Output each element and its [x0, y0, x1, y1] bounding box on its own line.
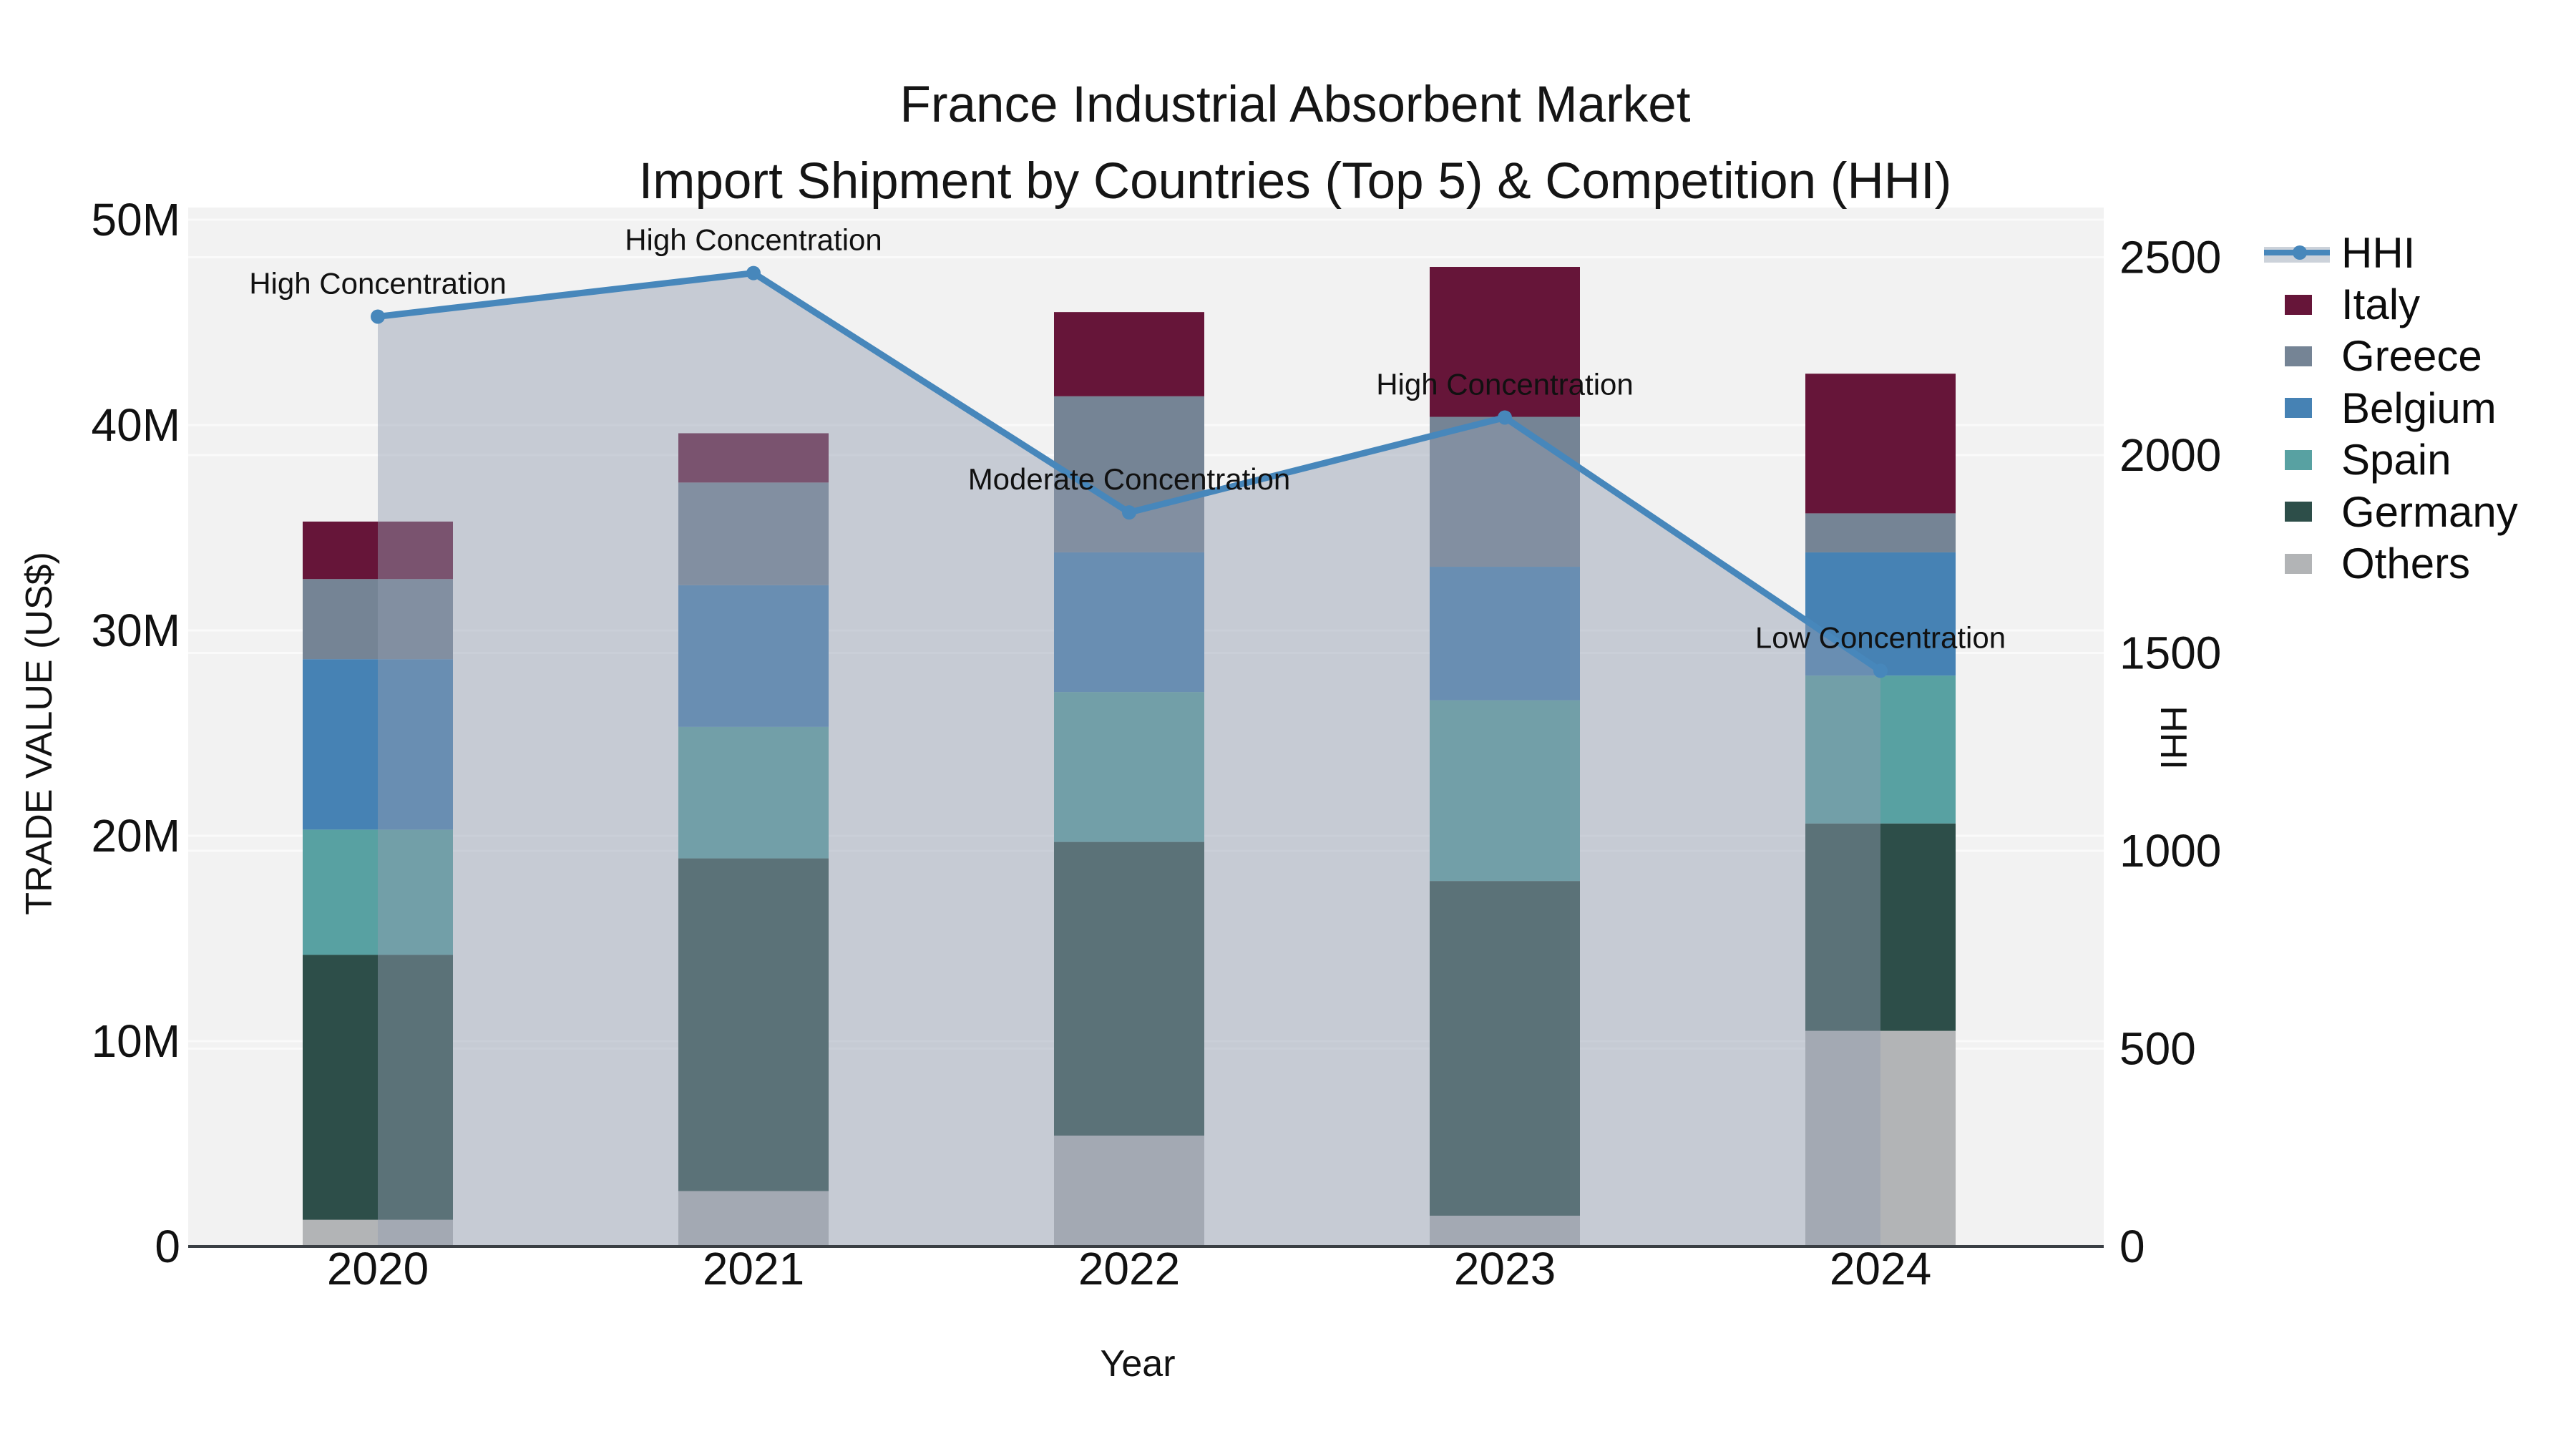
bar-segment-2021-italy — [678, 433, 829, 483]
bar-segment-2022-greece — [1054, 396, 1204, 552]
hhi-annotations: High Concentration High Concentration Mode… — [249, 223, 2006, 655]
tick-labels: 0 10M 20M 30M 40M 50M 0 500 1000 1500 2000 2500 2020… — [92, 194, 2222, 1294]
y-right-tick-0: 0 — [2119, 1221, 2145, 1272]
annotation-2024: Low Concentration — [1755, 620, 2006, 654]
legend-item-italy: Italy — [2261, 278, 2518, 330]
x-tick-2020: 2020 — [327, 1243, 429, 1294]
belgium-swatch-icon — [2261, 382, 2333, 434]
legend-label-hhi: HHI — [2341, 228, 2416, 277]
bar-segment-2023-greece — [1430, 416, 1580, 567]
hhi-marker-2022 — [1122, 505, 1136, 520]
bar-segment-2024-germany — [1805, 823, 1956, 1031]
legend-label-italy: Italy — [2341, 280, 2421, 329]
bar-segment-2023-belgium — [1430, 567, 1580, 701]
bar-segment-2023-spain — [1430, 700, 1580, 882]
y-left-tick-30M: 30M — [92, 605, 181, 656]
hhi-marker-2021 — [746, 265, 761, 280]
y-left-tick-50M: 50M — [92, 194, 181, 245]
bar-segment-2022-germany — [1054, 841, 1204, 1136]
bar-segment-2022-belgium — [1054, 552, 1204, 693]
color-swatch — [2285, 294, 2312, 315]
hhi-marker-2020 — [371, 309, 385, 324]
annotation-2021: High Concentration — [625, 223, 882, 257]
legend-item-others: Others — [2261, 537, 2518, 589]
bar-segment-2024-greece — [1805, 513, 1956, 552]
bar-segment-2020-germany — [303, 955, 453, 1220]
legend-label-spain: Spain — [2341, 436, 2451, 484]
others-swatch-icon — [2261, 538, 2333, 590]
bar-segment-2023-others — [1430, 1215, 1580, 1246]
x-tick-2024: 2024 — [1830, 1243, 1931, 1294]
bar-segment-2022-italy — [1054, 312, 1204, 396]
x-axis-title: Year — [1100, 1343, 1176, 1385]
bar-segment-2021-germany — [678, 858, 829, 1191]
legend-label-belgium: Belgium — [2341, 384, 2497, 432]
legend-label-greece: Greece — [2341, 332, 2482, 381]
bar-segment-2020-italy — [303, 521, 453, 580]
legend-item-belgium: Belgium — [2261, 382, 2518, 434]
y-right-tick-1000: 1000 — [2119, 825, 2221, 877]
bar-segment-2021-greece — [678, 482, 829, 585]
color-swatch — [2285, 346, 2312, 366]
color-swatch — [2285, 553, 2312, 574]
annotation-2023: High Concentration — [1376, 367, 1634, 401]
legend-item-germany: Germany — [2261, 486, 2518, 537]
bar-segment-2023-italy — [1430, 267, 1580, 417]
legend-label-germany: Germany — [2341, 487, 2518, 536]
bar-segment-2020-others — [303, 1219, 453, 1246]
y-right-tick-2000: 2000 — [2119, 429, 2221, 481]
y-left-tick-40M: 40M — [92, 399, 181, 451]
annotation-2022: Moderate Concentration — [968, 462, 1291, 496]
bar-segment-2024-others — [1805, 1030, 1956, 1246]
bar-segment-2024-spain — [1805, 675, 1956, 824]
hhi-line-icon — [2261, 227, 2333, 278]
hhi-area-fill — [378, 273, 1880, 1246]
y-left-tick-10M: 10M — [92, 1015, 181, 1067]
bar-segment-2020-belgium — [303, 659, 453, 830]
hhi-marker-dot-icon — [2293, 245, 2307, 260]
italy-swatch-icon — [2261, 279, 2333, 331]
bar-segment-2020-spain — [303, 829, 453, 955]
x-tick-2021: 2021 — [703, 1243, 804, 1294]
legend-item-hhi: HHI — [2261, 227, 2518, 278]
y-axis-title-left: TRADE VALUE (US$) — [19, 552, 60, 915]
chart-title-line2: Import Shipment by Countries (Top 5) & C… — [638, 153, 1952, 210]
hhi-marker-2024 — [1873, 663, 1888, 678]
color-swatch — [2285, 502, 2312, 522]
bar-segment-2024-italy — [1805, 374, 1956, 514]
color-swatch — [2285, 449, 2312, 470]
y-axis-title-right: HHI — [2152, 706, 2194, 770]
legend-item-spain: Spain — [2261, 434, 2518, 486]
hhi-marker-2023 — [1498, 410, 1512, 425]
legend-item-greece: Greece — [2261, 331, 2518, 382]
y-right-tick-2500: 2500 — [2119, 232, 2221, 283]
chart-title-line1: France Industrial Absorbent Market — [899, 77, 1691, 133]
y-left-tick-0: 0 — [155, 1221, 180, 1272]
y-left-tick-20M: 20M — [92, 810, 181, 862]
x-tick-2023: 2023 — [1454, 1243, 1556, 1294]
bar-segment-2022-others — [1054, 1136, 1204, 1246]
bar-segment-2020-greece — [303, 579, 453, 660]
y-right-tick-500: 500 — [2119, 1023, 2196, 1075]
y-right-tick-1500: 1500 — [2119, 628, 2221, 679]
legend-label-others: Others — [2341, 540, 2471, 588]
bar-segment-2022-spain — [1054, 692, 1204, 842]
bar-segment-2023-germany — [1430, 881, 1580, 1216]
greece-swatch-icon — [2261, 331, 2333, 382]
bar-segment-2021-others — [678, 1191, 829, 1246]
bar-segment-2021-belgium — [678, 585, 829, 727]
germany-swatch-icon — [2261, 486, 2333, 537]
bars-group — [303, 267, 1956, 1246]
legend: HHI Italy Greece Belgium Spain Germany O… — [2261, 227, 2518, 590]
color-swatch — [2285, 398, 2312, 419]
bar-segment-2021-spain — [678, 726, 829, 859]
bar-segment-2024-belgium — [1805, 552, 1956, 676]
annotation-2020: High Concentration — [249, 266, 507, 300]
x-tick-2022: 2022 — [1078, 1243, 1180, 1294]
spain-swatch-icon — [2261, 434, 2333, 486]
